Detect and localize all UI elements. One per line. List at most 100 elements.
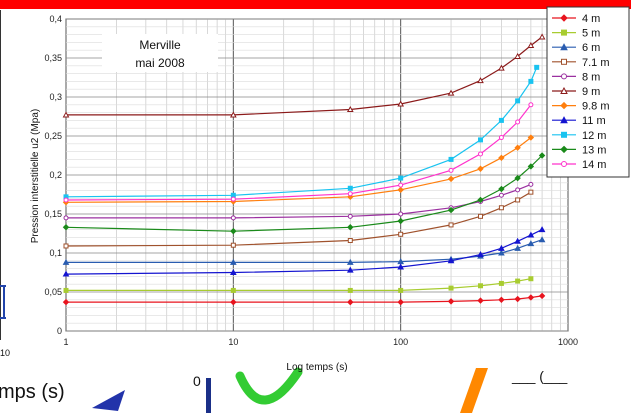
legend-marker	[561, 161, 567, 167]
data-point	[346, 266, 354, 273]
data-point	[347, 298, 354, 306]
series-9-m	[62, 33, 546, 118]
data-point	[527, 294, 535, 301]
data-point	[498, 280, 504, 286]
data-point	[447, 298, 455, 305]
legend-marker	[561, 58, 567, 65]
series-14-m	[63, 102, 534, 203]
data-point	[477, 297, 484, 304]
legend-marker	[561, 29, 567, 36]
data-point	[528, 189, 534, 195]
legend-item: 8 m	[552, 71, 600, 83]
x-tick-label: 1	[63, 337, 68, 347]
data-point	[538, 292, 546, 300]
data-point	[347, 287, 353, 293]
x-tick-label: 100	[393, 337, 408, 347]
legend-marker	[560, 116, 568, 124]
data-point	[447, 175, 455, 183]
data-point	[347, 224, 354, 231]
data-point	[448, 222, 454, 228]
legend-marker	[561, 131, 567, 138]
y-tick-label: 0,05	[44, 287, 62, 297]
data-point	[528, 102, 534, 108]
legend-item: 13 m	[552, 144, 606, 156]
legend-label: 14 m	[582, 159, 606, 171]
data-point	[63, 243, 69, 249]
background-glyph: 0	[193, 373, 201, 389]
x-tick-label: 10	[228, 337, 238, 347]
y-tick-label: 0,2	[49, 170, 62, 180]
data-point	[514, 295, 521, 303]
data-point	[514, 244, 521, 251]
data-point	[498, 185, 505, 193]
top-red-bar	[0, 0, 631, 9]
series-4-m	[62, 292, 546, 306]
data-point	[63, 197, 69, 203]
data-point	[538, 152, 546, 159]
data-point	[478, 283, 484, 289]
data-point	[230, 196, 236, 202]
data-point	[397, 100, 405, 107]
data-point	[498, 249, 505, 256]
y-tick-label: 0,35	[44, 53, 62, 63]
data-point	[514, 52, 521, 59]
background-fragments: 10 mps (s) 0 ___ (___	[0, 10, 567, 413]
y-tick-label: 0,4	[49, 14, 62, 24]
legend-item: 9 m	[552, 86, 600, 98]
data-point	[527, 134, 535, 141]
series-line	[66, 295, 543, 303]
data-point	[515, 278, 521, 284]
annotation-box	[102, 34, 218, 72]
data-point	[478, 151, 484, 157]
data-point	[346, 258, 354, 265]
y-tick-label: 0,15	[44, 209, 62, 219]
data-point	[528, 181, 534, 187]
legend-label: 9.8 m	[582, 101, 610, 113]
data-point	[347, 238, 353, 244]
annotation-date: mai 2008	[135, 56, 185, 70]
legend-marker	[560, 145, 568, 154]
legend-label: 13 m	[582, 144, 606, 156]
data-point	[477, 165, 484, 172]
data-point	[538, 33, 546, 40]
data-point	[397, 186, 404, 194]
x-axis-title: Log temps (s)	[286, 362, 347, 373]
legend-label: 11 m	[582, 115, 606, 127]
data-point	[62, 224, 70, 231]
legend-marker	[560, 14, 568, 22]
data-point	[498, 192, 504, 198]
data-point	[447, 257, 455, 264]
legend-label: 9 m	[582, 86, 600, 98]
data-point	[347, 213, 353, 219]
data-point	[527, 240, 535, 247]
data-point	[398, 175, 404, 181]
legend-item: 5 m	[552, 28, 600, 40]
data-point	[477, 77, 484, 84]
data-point	[230, 227, 237, 235]
data-point	[398, 211, 404, 217]
legend-marker	[561, 73, 567, 80]
data-point	[498, 205, 504, 211]
y-tick-label: 0,25	[44, 131, 62, 141]
series-line	[65, 229, 543, 275]
x-tick-label: 1000	[558, 337, 578, 347]
background-right-text: ___ (___	[511, 368, 567, 384]
data-point	[447, 206, 455, 214]
data-point	[477, 196, 484, 204]
legend-item: 4 m	[552, 13, 600, 25]
data-point	[448, 285, 454, 291]
data-point	[477, 251, 484, 258]
data-point	[62, 258, 70, 265]
legend-items: 4 m 5 m 6 m 7.1 m 8 m 9 m 9.8 m 11 m 12 m 13 m 14 …	[552, 13, 610, 171]
data-point	[229, 111, 237, 118]
data-point	[515, 98, 521, 104]
data-point	[347, 191, 353, 197]
series-11-m	[62, 226, 546, 277]
data-point	[514, 144, 521, 151]
legend-marker	[560, 43, 568, 51]
data-point	[229, 268, 237, 275]
data-point	[347, 185, 353, 191]
y-tick-labels: 0 0,05 0,1 0,15 0,2 0,25 0,3 0,35 0,4	[44, 14, 62, 336]
data-point	[498, 64, 505, 71]
data-point	[514, 174, 521, 182]
